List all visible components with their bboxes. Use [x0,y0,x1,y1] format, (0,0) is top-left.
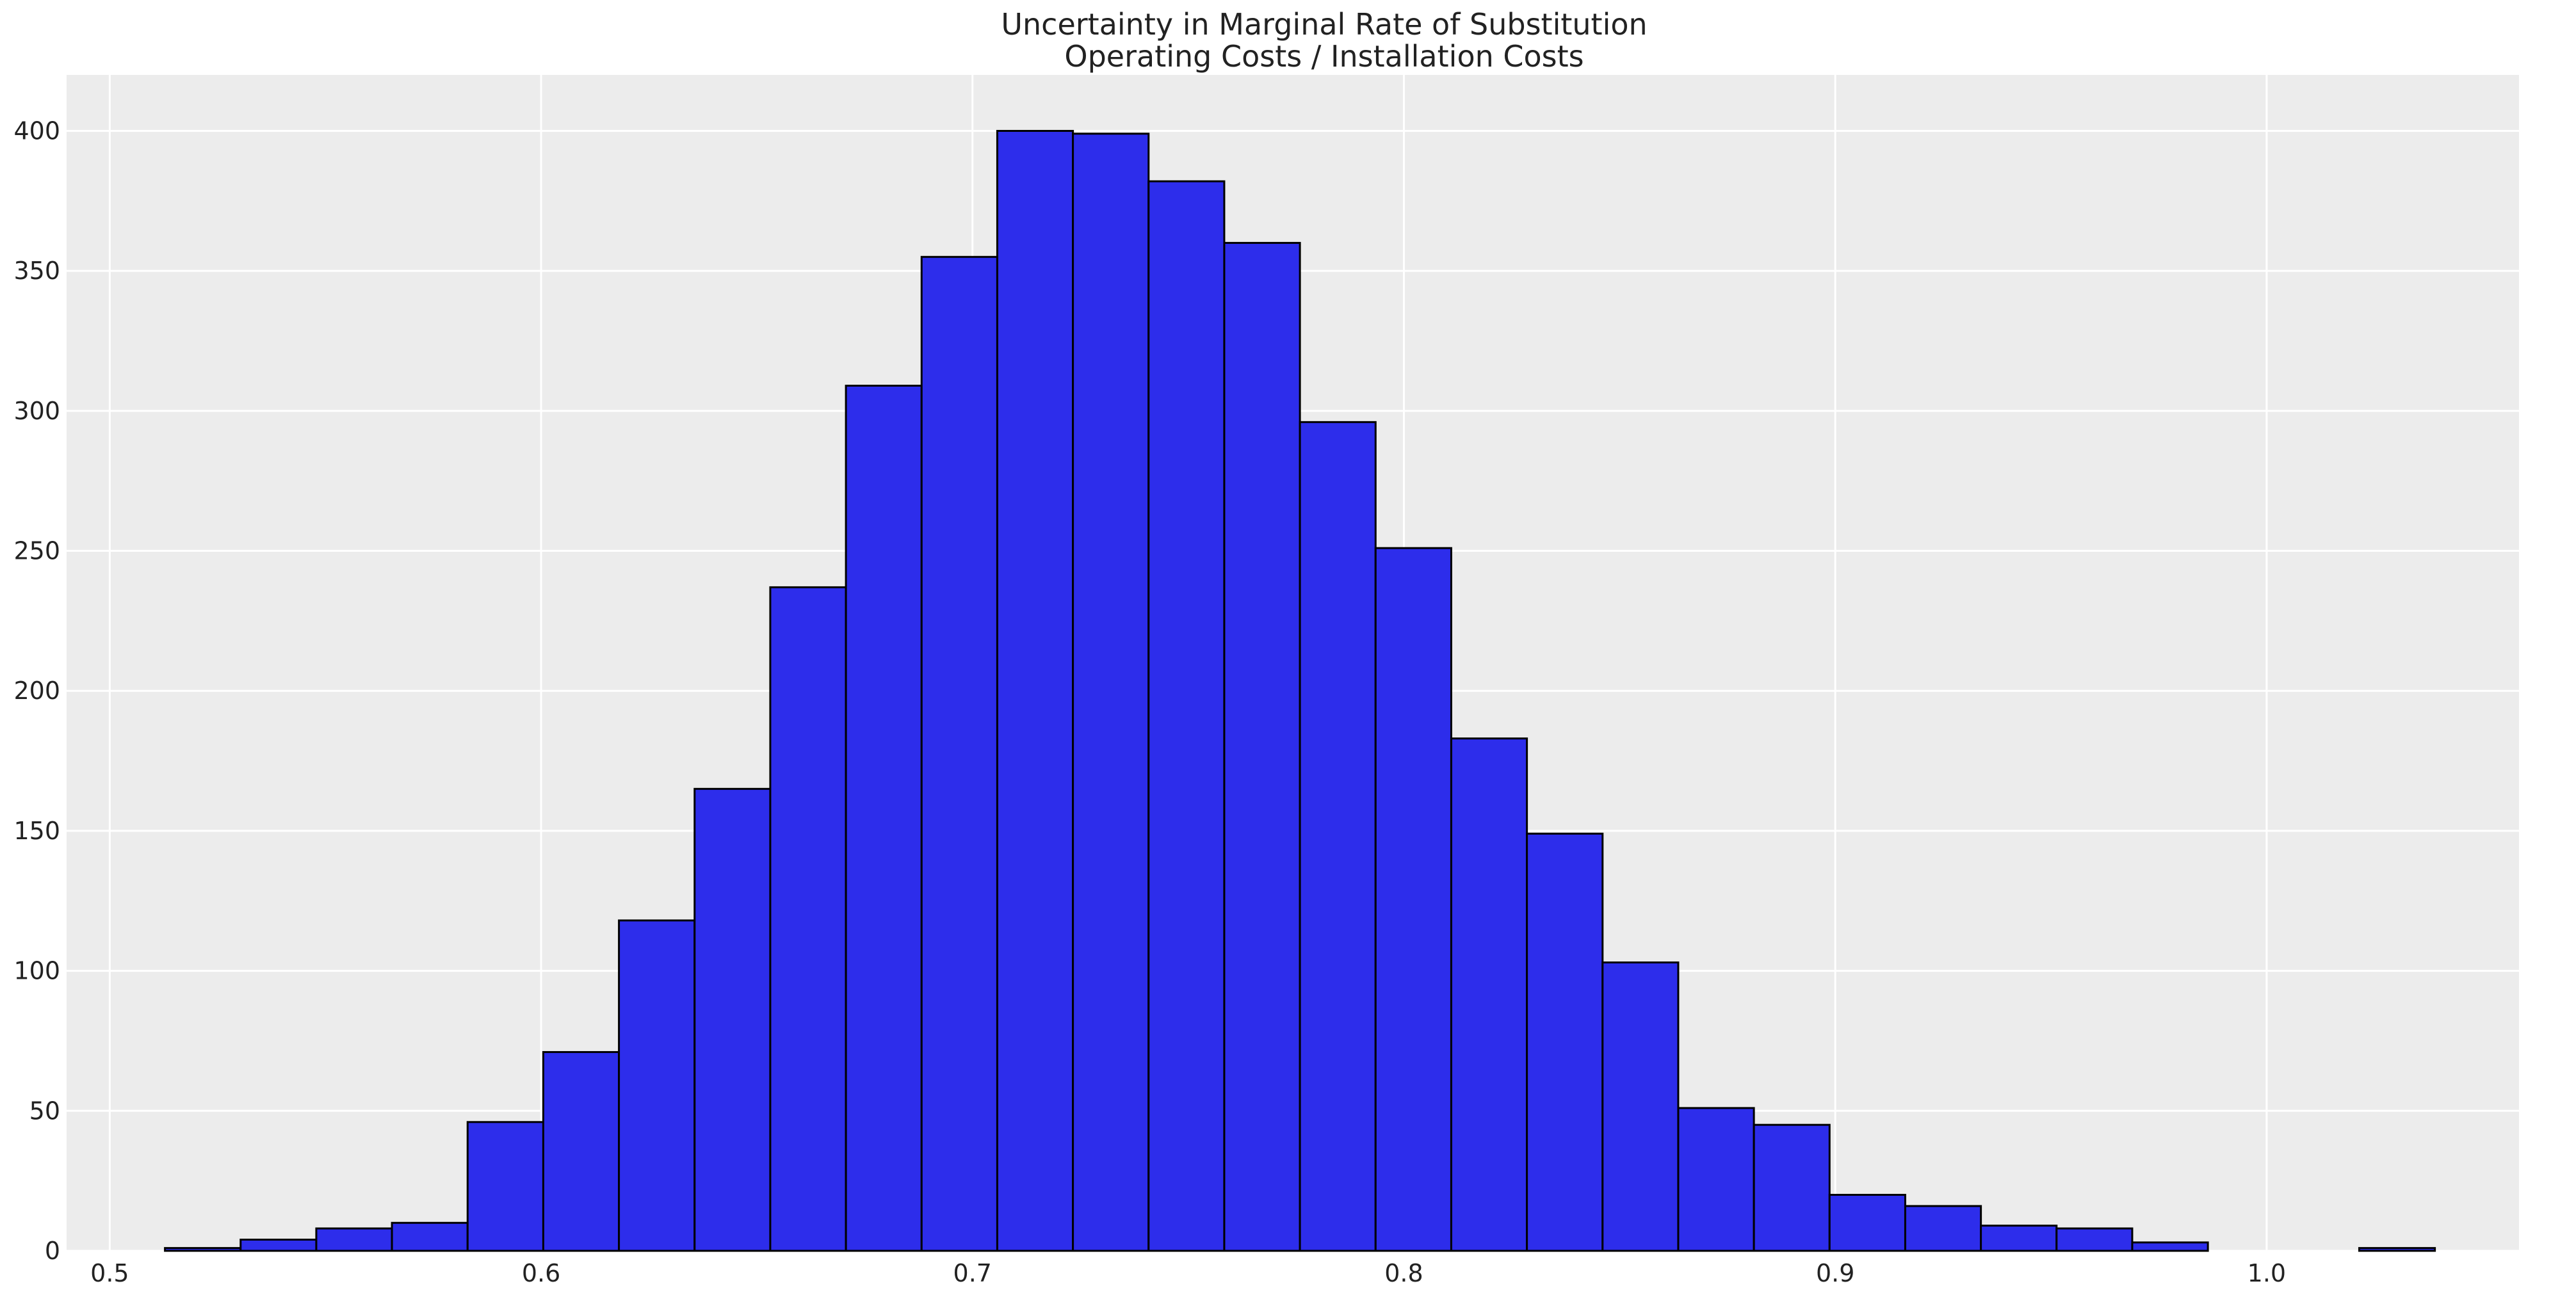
histogram-bar [996,129,1074,1252]
histogram-bar [618,919,696,1252]
histogram-bar [164,1247,242,1252]
histogram-bar [693,787,772,1252]
histogram-bar [1904,1205,1982,1252]
histogram-bar [1374,547,1452,1252]
x-tick-label: 1.0 [2248,1259,2286,1287]
histogram-bar [1072,133,1150,1252]
histogram-bar [1223,241,1301,1252]
histogram-bar [391,1221,469,1252]
y-tick-label: 400 [13,117,60,145]
histogram-bar [542,1050,620,1252]
y-tick-label: 200 [13,677,60,705]
y-tick-label: 350 [13,257,60,285]
histogram-bar [1601,961,1680,1252]
y-tick-label: 250 [13,537,60,565]
x-tick-label: 0.5 [90,1259,129,1287]
histogram-bar [1299,421,1377,1252]
y-tick-label: 0 [45,1237,60,1265]
histogram-bar [239,1239,318,1252]
y-tick-label: 150 [13,817,60,845]
chart-subtitle: Operating Costs / Installation Costs [1064,39,1584,74]
histogram-bar [1980,1225,2058,1252]
histogram-bar [466,1121,544,1252]
histogram-bar [1450,737,1528,1252]
histogram-bar [2055,1227,2134,1252]
histogram-bar [1677,1107,1755,1252]
x-tick-label: 0.9 [1816,1259,1854,1287]
histogram-bar [1828,1194,1906,1252]
histogram-bar [2358,1247,2436,1252]
y-tick-label: 50 [29,1097,60,1125]
histogram-bar [1753,1123,1831,1252]
x-tick-label: 0.8 [1384,1259,1423,1287]
histogram-bar [315,1227,393,1252]
histogram-bar [845,384,923,1252]
histogram-bar [2131,1241,2209,1252]
y-axis-tick-labels: 0 50 100 150 200 250 300 350 400 [13,117,60,1265]
y-tick-label: 300 [13,397,60,425]
y-tick-label: 100 [13,957,60,985]
histogram-bar [1526,832,1604,1252]
histogram-bar [920,255,998,1252]
chart-title: Uncertainty in Marginal Rate of Substitu… [1001,7,1647,42]
x-tick-label: 0.6 [522,1259,560,1287]
histogram-bars [164,129,2436,1252]
histogram-bar [1147,180,1226,1252]
histogram-bar [769,586,847,1252]
x-axis-tick-labels: 0.5 0.6 0.7 0.8 0.9 1.0 [90,1259,2286,1287]
x-tick-label: 0.7 [953,1259,992,1287]
